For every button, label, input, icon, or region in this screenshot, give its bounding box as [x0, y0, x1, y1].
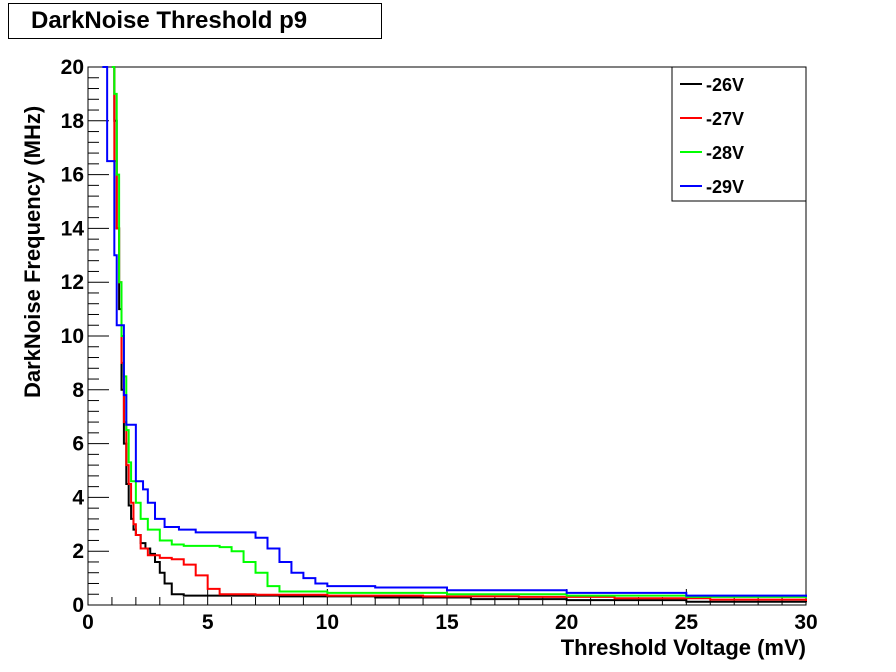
y-tick-label: 0: [72, 594, 84, 617]
y-tick-label: 14: [61, 217, 85, 240]
y-tick-label: 16: [61, 164, 84, 187]
y-tick-label: 10: [61, 325, 84, 348]
y-tick-label: 8: [72, 379, 84, 402]
series-layer: [102, 66, 807, 603]
legend-label: -28V: [706, 143, 744, 163]
y-tick-label: 18: [61, 110, 85, 133]
legend-label: -27V: [706, 109, 744, 129]
x-axis-title: Threshold Voltage (mV): [561, 635, 806, 660]
legend-box: [671, 66, 807, 202]
series-line: [113, 66, 807, 601]
x-tick-label: 15: [435, 611, 459, 634]
legend: -26V -27V -28V -29V: [671, 66, 807, 202]
y-tick-label: 6: [72, 433, 84, 456]
x-tick-label: 10: [316, 611, 339, 634]
chart-title: DarkNoise Threshold p9: [8, 3, 382, 39]
legend-label: -26V: [706, 75, 744, 95]
x-tick-label: 25: [675, 611, 699, 634]
y-tick-label: 4: [72, 486, 84, 509]
y-axis-title: DarkNoise Frequency (MHz): [20, 106, 45, 398]
series-line: [111, 66, 807, 599]
x-tick-label: 30: [794, 611, 817, 634]
x-tick-label: 0: [82, 611, 94, 634]
y-tick-label: 2: [72, 540, 84, 563]
x-tick-label: 20: [555, 611, 578, 634]
x-tick-label: 5: [202, 611, 214, 634]
series-line: [102, 66, 807, 597]
tick-labels: 0 5 10 15 20 25 30 0 2 4 6 8 10 12 14 16 18 20: [61, 56, 818, 634]
y-tick-label: 20: [61, 56, 84, 79]
y-tick-label: 12: [61, 271, 84, 294]
legend-label: -29V: [706, 177, 744, 197]
